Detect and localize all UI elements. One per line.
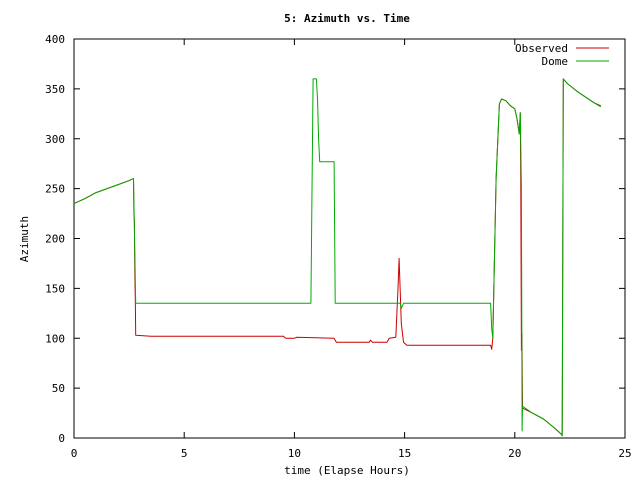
y-tick-label: 250 (45, 183, 65, 196)
x-axis-label: time (Elapse Hours) (284, 464, 410, 477)
x-tick-label: 5 (181, 447, 188, 460)
y-tick-label: 150 (45, 282, 65, 295)
legend-label: Dome (542, 55, 569, 68)
plot-frame (73, 38, 626, 439)
series-line-dome (73, 78, 602, 437)
x-tick-label: 0 (71, 447, 78, 460)
plot-area (73, 38, 626, 439)
y-tick-label: 300 (45, 133, 65, 146)
y-tick-label: 100 (45, 332, 65, 345)
axis-ticks: 0 50 100 150 200 250 300 350 400 0 5 10 15 20 25 (45, 33, 632, 460)
y-axis-label: Azimuth (18, 216, 31, 262)
y-tick-label: 350 (45, 83, 65, 96)
chart-title: 5: Azimuth vs. Time (284, 12, 410, 25)
y-tick-label: 0 (58, 432, 65, 445)
y-tick-label: 400 (45, 33, 65, 46)
x-tick-label: 10 (288, 447, 301, 460)
y-tick-label: 200 (45, 233, 65, 246)
y-tick-label: 50 (52, 382, 65, 395)
x-tick-label: 20 (508, 447, 521, 460)
legend-label: Observed (515, 42, 568, 55)
x-tick-label: 15 (398, 447, 411, 460)
x-tick-label: 25 (618, 447, 631, 460)
series-layer (73, 78, 602, 437)
